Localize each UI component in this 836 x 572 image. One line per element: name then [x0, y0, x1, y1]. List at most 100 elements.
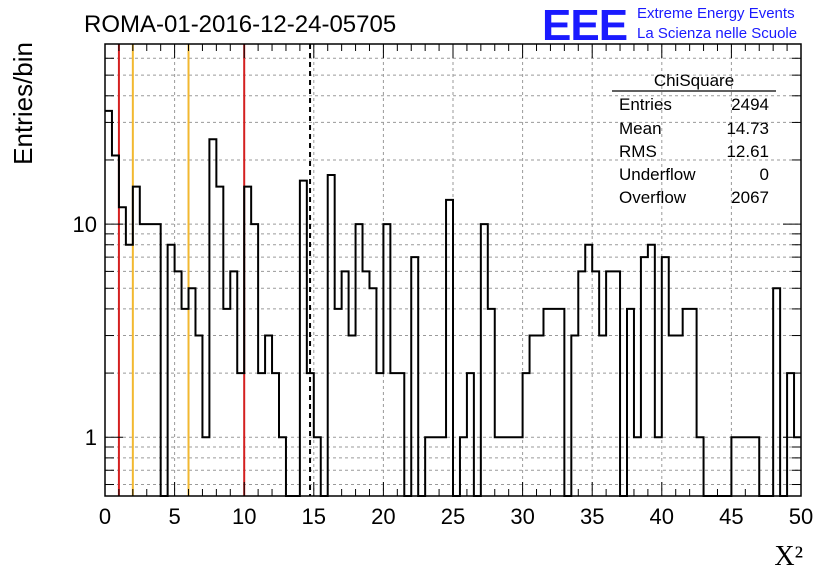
logo-line-2: La Scienza nelle Scuole: [637, 25, 797, 42]
histogram-bin: [279, 437, 286, 496]
histogram-bin: [794, 437, 801, 496]
x-tick-label: 40: [650, 504, 674, 529]
tick-labels: 0 5 10 15 20 25 30 35 40 45 50 1 10: [73, 212, 814, 529]
stats-title: ChiSquare: [654, 71, 734, 90]
histogram-bin: [342, 271, 349, 496]
histogram-bin: [439, 437, 446, 496]
histogram-bin: [495, 437, 502, 496]
x-tick-label: 20: [371, 504, 395, 529]
histogram-bin: [209, 139, 216, 496]
x-tick-label: 25: [441, 504, 465, 529]
histogram-bin: [328, 175, 335, 496]
histogram-bin: [272, 373, 279, 496]
histogram-bin: [543, 309, 550, 496]
histogram-bin: [189, 288, 196, 496]
histogram-bin: [537, 336, 544, 496]
histogram-bin: [119, 207, 126, 496]
histogram-bin: [571, 336, 578, 496]
x-tick-label: 35: [580, 504, 604, 529]
x-tick-label: 30: [510, 504, 534, 529]
x-tick-label: 45: [719, 504, 743, 529]
stats-value-mean: 14.73: [726, 119, 769, 138]
histogram-bin: [467, 373, 474, 496]
y-tick-label: 10: [73, 212, 97, 237]
histogram-bin: [300, 181, 307, 496]
stats-label-entries: Entries: [619, 95, 672, 114]
histogram-bin: [105, 111, 112, 496]
stats-label-mean: Mean: [619, 119, 662, 138]
histogram-bin: [690, 309, 697, 496]
histogram-bin: [335, 309, 342, 496]
stats-label-underflow: Underflow: [619, 165, 696, 184]
histogram-bin: [655, 437, 662, 496]
histogram-bin: [216, 187, 223, 496]
histogram-bin: [223, 309, 230, 496]
histogram-bin: [202, 437, 209, 496]
histogram-bin: [390, 373, 397, 496]
y-axis-label: Entries/bin: [8, 42, 38, 165]
x-tick-label: 15: [302, 504, 326, 529]
histogram-bin: [356, 224, 363, 496]
histogram-bin: [349, 336, 356, 496]
histogram-bin: [738, 437, 745, 496]
axis-ticks: [104, 44, 802, 496]
histogram-bin: [383, 224, 390, 496]
histogram-bin: [481, 224, 488, 496]
histogram-bin: [578, 271, 585, 496]
histogram-bin: [376, 373, 383, 496]
histogram: [105, 109, 801, 497]
stats-label-overflow: Overflow: [619, 188, 687, 207]
histogram-bin: [502, 437, 509, 496]
histogram-bin: [697, 437, 704, 496]
histogram-bin: [641, 257, 648, 496]
histogram-bin: [752, 437, 759, 496]
histogram-bin: [168, 245, 175, 496]
x-axis-label: X²: [774, 541, 803, 572]
histogram-bin: [460, 437, 467, 496]
x-tick-label: 0: [99, 504, 111, 529]
stats-value-entries: 2494: [731, 95, 769, 114]
histogram-bin: [488, 309, 495, 496]
stats-label-rms: RMS: [619, 142, 657, 161]
histogram-bin: [425, 437, 432, 496]
x-tick-label: 5: [168, 504, 180, 529]
stats-value-underflow: 0: [760, 165, 769, 184]
histogram-bin: [182, 309, 189, 496]
histogram-bin: [662, 257, 669, 496]
histogram-bin: [195, 336, 202, 496]
histogram-bin: [648, 245, 655, 496]
histogram-bin: [133, 187, 140, 496]
x-tick-label: 10: [232, 504, 256, 529]
stats-value-overflow: 2067: [731, 188, 769, 207]
histogram-bin: [599, 336, 606, 496]
histogram-bin: [432, 437, 439, 496]
histogram-bin: [140, 224, 147, 496]
y-tick-label: 1: [85, 425, 97, 450]
stats-box: ChiSquare Entries 2494 Mean 14.73 RMS 12…: [612, 71, 776, 207]
histogram-bin: [258, 373, 265, 496]
logo-line-1: Extreme Energy Events: [637, 5, 795, 22]
histogram-bin: [787, 373, 794, 496]
histogram-bin: [314, 437, 321, 496]
histogram-outline: [105, 109, 801, 497]
histogram-bin: [244, 187, 251, 496]
histogram-bin: [530, 336, 537, 496]
histogram-bin: [509, 437, 516, 496]
histogram-bin: [606, 271, 613, 496]
logo-eee: EEE: [542, 1, 627, 50]
histogram-bin: [550, 309, 557, 496]
histogram-bin: [411, 257, 418, 496]
histogram-bin: [516, 437, 523, 496]
histogram-bin: [147, 224, 154, 496]
histogram-bin: [397, 373, 404, 496]
histogram-bin: [446, 200, 453, 496]
histogram-bin: [627, 309, 634, 496]
histogram-bin: [592, 271, 599, 496]
histogram-bin: [731, 437, 738, 496]
stats-value-rms: 12.61: [726, 142, 769, 161]
histogram-bin: [613, 271, 620, 496]
histogram-bin: [523, 373, 530, 496]
histogram-bin: [175, 271, 182, 496]
histogram-bin: [585, 245, 592, 496]
